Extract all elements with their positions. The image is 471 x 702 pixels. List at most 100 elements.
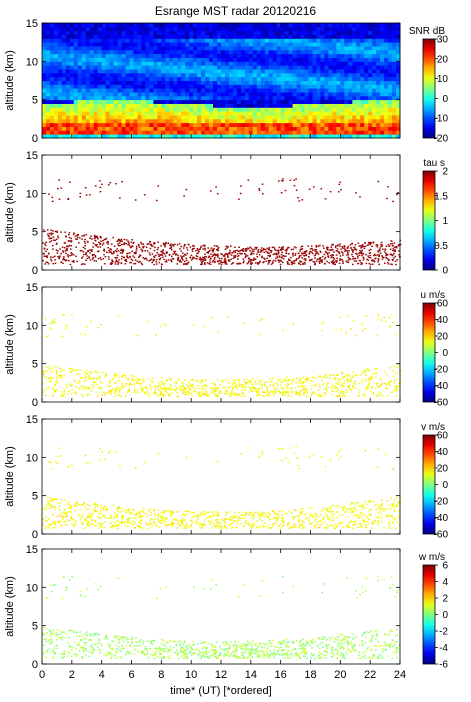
heatmap-cell	[89, 99, 95, 104]
heatmap-cell	[169, 69, 174, 74]
heatmap-cell	[42, 61, 47, 66]
heatmap-cell	[324, 130, 329, 135]
heatmap-cell	[292, 23, 298, 28]
heatmap-cell	[356, 76, 361, 81]
heatmap-cell	[316, 80, 321, 85]
heatmap-cell	[244, 65, 250, 70]
heatmap-cell	[384, 122, 389, 127]
heatmap-cell	[203, 256, 206, 258]
heatmap-cell	[227, 256, 229, 258]
heatmap-cell	[359, 374, 362, 376]
heatmap-cell	[252, 88, 258, 93]
heatmap-cell	[364, 95, 369, 101]
heatmap-cell	[396, 57, 401, 62]
heatmap-cell	[47, 252, 50, 254]
heatmap-cell	[89, 237, 91, 239]
heatmap-cell	[189, 53, 194, 58]
heatmap-cell	[376, 72, 381, 78]
heatmap-cell	[180, 261, 183, 263]
heatmap-cell	[46, 34, 51, 39]
heatmap-cell	[225, 84, 230, 89]
heatmap-cell	[277, 379, 280, 381]
heatmap-cell	[352, 42, 357, 47]
heatmap-cell	[109, 111, 115, 116]
heatmap-cell	[336, 53, 341, 58]
heatmap-cell	[288, 57, 294, 62]
heatmap-cell	[334, 376, 337, 379]
heatmap-cell	[133, 26, 138, 32]
heatmap-cell	[300, 118, 306, 124]
heatmap-cell	[334, 385, 336, 387]
heatmap-cell	[173, 251, 175, 253]
heatmap-cell	[397, 385, 399, 387]
heatmap-cell	[114, 381, 116, 383]
heatmap-cell	[345, 260, 348, 262]
heatmap-cell	[352, 30, 357, 35]
heatmap-cell	[108, 251, 111, 253]
heatmap-cell	[177, 34, 182, 39]
heatmap-cell	[270, 251, 272, 253]
heatmap-cell	[224, 261, 226, 263]
heatmap-cell	[305, 250, 308, 252]
heatmap-cell	[215, 186, 217, 188]
heatmap-cell	[346, 315, 348, 317]
heatmap-cell	[328, 111, 333, 116]
heatmap-cell	[50, 80, 55, 85]
heatmap-cell	[360, 118, 365, 124]
heatmap-cell	[356, 69, 361, 74]
heatmap-cell	[319, 260, 321, 262]
heatmap-cell	[112, 260, 114, 263]
heatmap-cell	[185, 69, 190, 74]
heatmap-cell	[46, 111, 51, 116]
heatmap-cell	[348, 65, 353, 70]
heatmap-cell	[112, 378, 114, 380]
heatmap-cell	[81, 65, 87, 70]
heatmap-cell	[364, 99, 369, 104]
heatmap-cell	[360, 84, 365, 89]
heatmap-cell	[173, 76, 178, 81]
heatmap-cell	[260, 23, 266, 28]
heatmap-cell	[109, 23, 115, 28]
heatmap-cell	[300, 72, 306, 78]
heatmap-cell	[252, 65, 258, 70]
heatmap-cell	[388, 99, 393, 104]
heatmap-cell	[121, 95, 127, 101]
heatmap-cell	[355, 387, 358, 390]
heatmap-cell	[77, 92, 83, 97]
heatmap-cell	[46, 134, 51, 139]
heatmap-cell	[304, 23, 309, 28]
heatmap-cell	[93, 80, 99, 85]
heatmap-cell	[368, 26, 373, 32]
heatmap-cell	[69, 65, 75, 70]
heatmap-cell	[246, 255, 249, 257]
heatmap-cell	[61, 38, 67, 43]
heatmap-cell	[221, 118, 226, 124]
heatmap-cell	[300, 80, 306, 85]
heatmap-cell	[213, 115, 218, 120]
heatmap-cell	[318, 395, 321, 397]
heatmap-cell	[304, 263, 306, 265]
heatmap-cell	[45, 250, 47, 252]
heatmap-cell	[81, 23, 87, 28]
heatmap-cell	[105, 34, 111, 39]
heatmap-cell	[61, 72, 67, 78]
heatmap-cell	[356, 134, 361, 139]
heatmap-cell	[258, 394, 260, 396]
heatmap-cell	[256, 61, 262, 66]
heatmap-cell	[266, 389, 268, 391]
heatmap-cell	[42, 99, 47, 104]
heatmap-cell	[197, 118, 202, 124]
heatmap-cell	[69, 181, 71, 183]
heatmap-cell	[93, 122, 99, 127]
heatmap-cell	[57, 42, 63, 47]
heatmap-cell	[348, 53, 353, 58]
heatmap-cell	[372, 88, 377, 93]
heatmap-cell	[364, 118, 369, 124]
heatmap-cell	[332, 134, 337, 139]
heatmap-cell	[217, 72, 222, 78]
heatmap-cell	[389, 367, 392, 369]
heatmap-cell	[292, 380, 294, 382]
heatmap-cell	[356, 107, 361, 112]
heatmap-cell	[301, 382, 303, 384]
heatmap-cell	[348, 76, 353, 81]
